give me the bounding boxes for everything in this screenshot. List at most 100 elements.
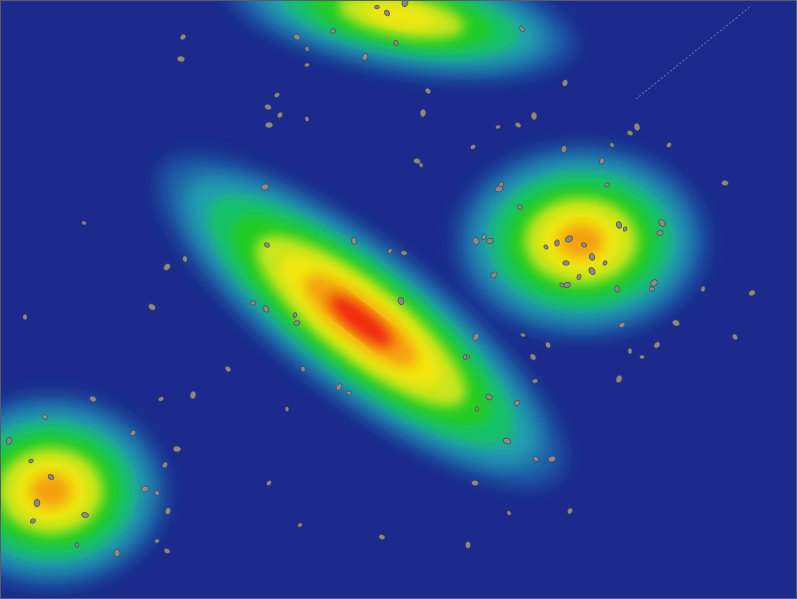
data-point-marker[interactable] — [656, 230, 664, 236]
data-point-marker[interactable] — [393, 40, 399, 47]
data-point-marker[interactable] — [179, 33, 187, 41]
data-point-marker[interactable] — [604, 182, 610, 188]
data-point-marker[interactable] — [561, 145, 567, 153]
data-point-marker[interactable] — [249, 300, 257, 306]
data-point-marker[interactable] — [401, 1, 409, 8]
data-point-marker[interactable] — [547, 455, 557, 463]
data-point-marker[interactable] — [614, 285, 620, 293]
data-point-marker[interactable] — [517, 204, 524, 211]
data-point-marker[interactable] — [264, 242, 271, 248]
data-point-marker[interactable] — [462, 354, 468, 360]
data-point-marker[interactable] — [293, 33, 302, 41]
data-point-marker[interactable] — [531, 378, 539, 384]
data-point-marker[interactable] — [81, 220, 87, 226]
data-point-marker[interactable] — [649, 278, 658, 287]
data-point-marker[interactable] — [383, 9, 390, 17]
data-point-marker[interactable] — [490, 271, 499, 279]
data-point-marker[interactable] — [182, 255, 188, 263]
data-point-marker[interactable] — [264, 103, 272, 111]
data-point-marker[interactable] — [481, 234, 487, 241]
data-point-marker[interactable] — [486, 238, 494, 244]
data-point-marker[interactable] — [22, 313, 28, 321]
data-point-marker[interactable] — [622, 226, 628, 232]
data-point-marker[interactable] — [74, 542, 80, 548]
data-point-marker[interactable] — [165, 507, 171, 515]
data-point-marker[interactable] — [424, 87, 432, 95]
data-point-marker[interactable] — [599, 157, 605, 165]
data-point-marker[interactable] — [33, 498, 41, 508]
data-point-marker[interactable] — [494, 185, 504, 193]
data-point-marker[interactable] — [113, 548, 121, 558]
data-point-marker[interactable] — [470, 144, 477, 151]
data-point-marker[interactable] — [189, 390, 197, 400]
data-point-marker[interactable] — [300, 365, 306, 373]
data-point-marker[interactable] — [397, 296, 405, 306]
data-point-marker[interactable] — [589, 253, 596, 261]
data-point-marker[interactable] — [361, 53, 369, 61]
data-point-marker[interactable] — [224, 365, 232, 373]
data-point-marker[interactable] — [276, 111, 283, 119]
data-point-marker[interactable] — [519, 26, 526, 33]
data-point-marker[interactable] — [140, 485, 150, 493]
data-point-marker[interactable] — [47, 473, 55, 480]
data-point-marker[interactable] — [172, 445, 182, 453]
data-point-marker[interactable] — [564, 235, 573, 244]
data-point-marker[interactable] — [561, 79, 569, 87]
data-point-marker[interactable] — [419, 108, 427, 118]
data-point-marker[interactable] — [304, 46, 310, 52]
data-point-marker[interactable] — [387, 248, 393, 254]
data-point-marker[interactable] — [639, 354, 645, 360]
data-point-marker[interactable] — [671, 319, 680, 327]
data-point-marker[interactable] — [89, 395, 97, 403]
data-point-marker[interactable] — [615, 374, 623, 384]
data-point-marker[interactable] — [162, 262, 171, 271]
data-point-marker[interactable] — [485, 393, 494, 401]
data-point-marker[interactable] — [559, 282, 565, 288]
data-point-marker[interactable] — [154, 538, 160, 544]
data-point-marker[interactable] — [274, 92, 281, 98]
data-point-marker[interactable] — [329, 28, 337, 34]
data-point-marker[interactable] — [602, 260, 608, 266]
data-point-marker[interactable] — [129, 429, 137, 437]
data-point-marker[interactable] — [346, 390, 352, 396]
data-point-marker[interactable] — [520, 332, 526, 338]
data-point-marker[interactable] — [297, 522, 303, 528]
data-point-marker[interactable] — [562, 260, 570, 266]
data-point-marker[interactable] — [545, 341, 552, 349]
data-point-marker[interactable] — [465, 541, 471, 549]
data-point-marker[interactable] — [588, 266, 597, 275]
data-point-marker[interactable] — [262, 305, 270, 314]
data-point-marker[interactable] — [472, 236, 480, 246]
data-point-marker[interactable] — [418, 162, 424, 168]
data-point-marker[interactable] — [158, 396, 165, 402]
data-point-marker[interactable] — [5, 437, 13, 445]
data-point-marker[interactable] — [633, 122, 641, 132]
data-point-marker[interactable] — [304, 62, 310, 68]
data-point-marker[interactable] — [506, 510, 512, 516]
data-point-marker[interactable] — [163, 547, 171, 554]
data-point-marker[interactable] — [567, 507, 574, 515]
data-point-marker[interactable] — [284, 406, 290, 412]
data-point-marker[interactable] — [161, 461, 168, 469]
data-point-marker[interactable] — [618, 322, 626, 329]
data-point-marker[interactable] — [721, 180, 729, 186]
data-point-marker[interactable] — [292, 312, 298, 318]
data-point-marker[interactable] — [576, 273, 582, 281]
data-point-marker[interactable] — [530, 111, 538, 121]
data-point-marker[interactable] — [472, 332, 481, 341]
data-point-marker[interactable] — [615, 221, 623, 229]
data-point-marker[interactable] — [42, 414, 48, 421]
data-point-marker[interactable] — [514, 121, 522, 128]
data-point-marker[interactable] — [700, 285, 706, 293]
data-point-marker[interactable] — [748, 289, 757, 297]
data-point-marker[interactable] — [266, 480, 273, 487]
data-point-marker[interactable] — [529, 353, 537, 362]
data-point-marker[interactable] — [666, 142, 673, 149]
data-point-marker[interactable] — [154, 490, 161, 497]
data-point-marker[interactable] — [335, 383, 343, 392]
data-point-marker[interactable] — [81, 511, 89, 519]
data-point-marker[interactable] — [609, 142, 615, 148]
data-point-marker[interactable] — [176, 55, 186, 63]
data-point-marker[interactable] — [351, 237, 357, 245]
data-point-marker[interactable] — [374, 4, 380, 10]
